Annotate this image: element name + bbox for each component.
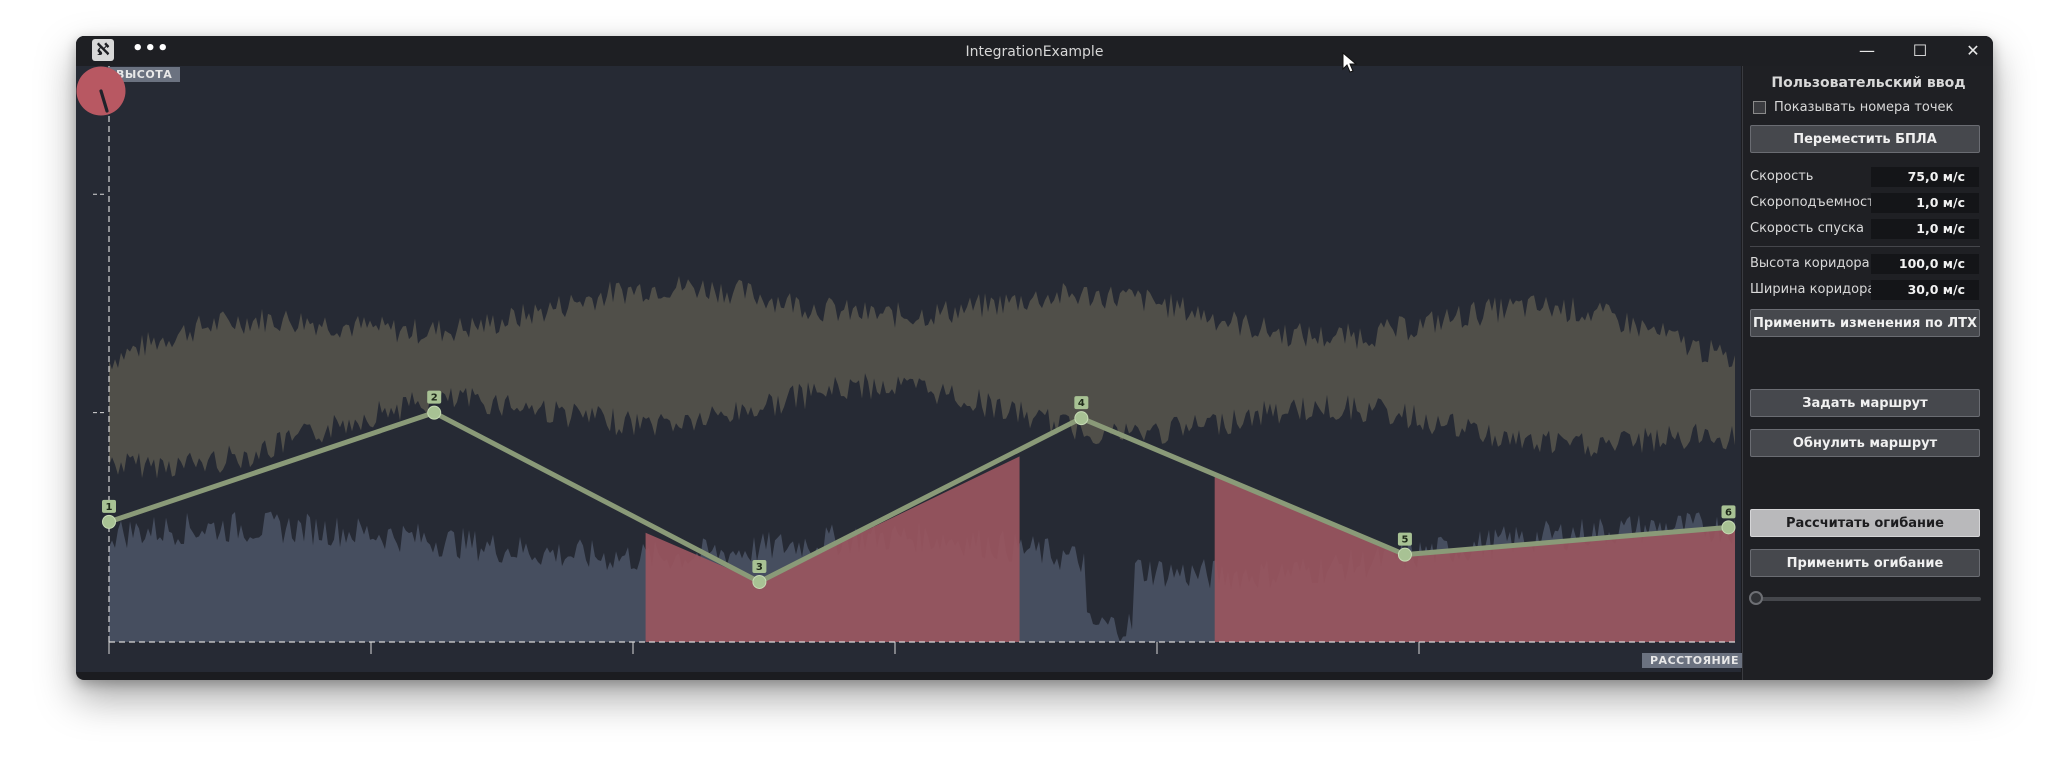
set-route-button[interactable]: Задать маршрут bbox=[1750, 389, 1980, 417]
envelope-slider-track[interactable] bbox=[1755, 597, 1981, 601]
apply-ltx-button[interactable]: Применить изменения по ЛТХ bbox=[1750, 309, 1980, 337]
route-point bbox=[428, 406, 441, 419]
corridor-height-field[interactable]: 100,0 м/с bbox=[1871, 254, 1979, 274]
calculate-envelope-button[interactable]: Рассчитать огибание bbox=[1750, 509, 1980, 537]
title-bar: ℵ ••• IntegrationExample — ☐ ✕ bbox=[76, 36, 1993, 66]
corridor-width-label: Ширина коридора bbox=[1750, 282, 1875, 297]
route-point bbox=[753, 575, 766, 588]
route-point-label: 2 bbox=[431, 393, 438, 404]
panel-title: Пользовательский ввод bbox=[1743, 75, 1993, 91]
panel-divider bbox=[1750, 246, 1980, 247]
route-point bbox=[103, 515, 116, 528]
route-point-label: 3 bbox=[756, 562, 763, 573]
corridor-height-label: Высота коридора bbox=[1750, 256, 1870, 271]
terrain-upper-band bbox=[109, 276, 1735, 478]
descent-rate-label: Скорость спуска bbox=[1750, 221, 1864, 236]
window-title: IntegrationExample bbox=[76, 44, 1993, 60]
climb-rate-field[interactable]: 1,0 м/с bbox=[1871, 193, 1979, 213]
reset-route-button[interactable]: Обнулить маршрут bbox=[1750, 429, 1980, 457]
close-icon[interactable]: ✕ bbox=[1962, 40, 1984, 62]
show-point-numbers-checkbox[interactable]: Показывать номера точек bbox=[1753, 100, 1953, 115]
move-uav-button[interactable]: Переместить БПЛА bbox=[1750, 125, 1980, 153]
envelope-slider-handle[interactable] bbox=[1749, 591, 1763, 605]
mouse-cursor-icon bbox=[1342, 52, 1358, 74]
obstacle-zone bbox=[1215, 473, 1735, 642]
compass-icon bbox=[76, 66, 126, 116]
profile-canvas[interactable]: 1 2 3 4 5 6 bbox=[76, 66, 1741, 672]
route-point bbox=[1075, 412, 1088, 425]
checkbox-box[interactable] bbox=[1753, 101, 1766, 114]
route-point-label: 1 bbox=[106, 502, 113, 513]
route-point-label: 5 bbox=[1401, 535, 1408, 546]
route-point-label: 4 bbox=[1078, 398, 1085, 409]
apply-envelope-button[interactable]: Применить огибание bbox=[1750, 549, 1980, 577]
route-point-label: 6 bbox=[1725, 507, 1732, 518]
route-point bbox=[1722, 521, 1735, 534]
speed-label: Скорость bbox=[1750, 169, 1813, 184]
route-point bbox=[1398, 548, 1411, 561]
descent-rate-field[interactable]: 1,0 м/с bbox=[1871, 219, 1979, 239]
minimize-icon[interactable]: — bbox=[1856, 40, 1878, 62]
user-input-panel: Пользовательский ввод Показывать номера … bbox=[1742, 66, 1993, 680]
corridor-width-field[interactable]: 30,0 м/с bbox=[1871, 280, 1979, 300]
climb-rate-label: Скороподъемность bbox=[1750, 195, 1882, 210]
maximize-icon[interactable]: ☐ bbox=[1909, 40, 1931, 62]
speed-field[interactable]: 75,0 м/с bbox=[1871, 167, 1979, 187]
x-axis-label: РАССТОЯНИЕ bbox=[1642, 653, 1747, 668]
checkbox-label: Показывать номера точек bbox=[1774, 100, 1953, 115]
